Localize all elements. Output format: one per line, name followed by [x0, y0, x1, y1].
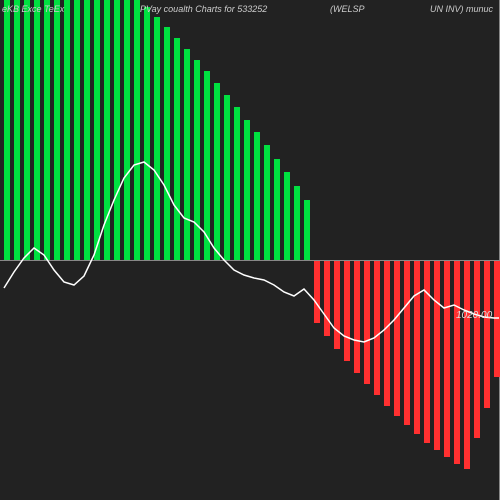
- header-right: UN INV) munuc: [430, 4, 493, 14]
- chart-container: eKB Exce TeEx PVay coualth Charts for 53…: [0, 0, 500, 500]
- price-label: 1020.00: [456, 310, 492, 321]
- chart-header: eKB Exce TeEx PVay coualth Charts for 53…: [0, 4, 500, 18]
- header-ticker: (WELSP: [330, 4, 365, 14]
- price-polyline: [4, 162, 499, 342]
- header-mid: PVay coualth Charts for 533252: [140, 4, 267, 14]
- price-line-svg: [0, 0, 500, 500]
- header-left: eKB Exce TeEx: [2, 4, 64, 14]
